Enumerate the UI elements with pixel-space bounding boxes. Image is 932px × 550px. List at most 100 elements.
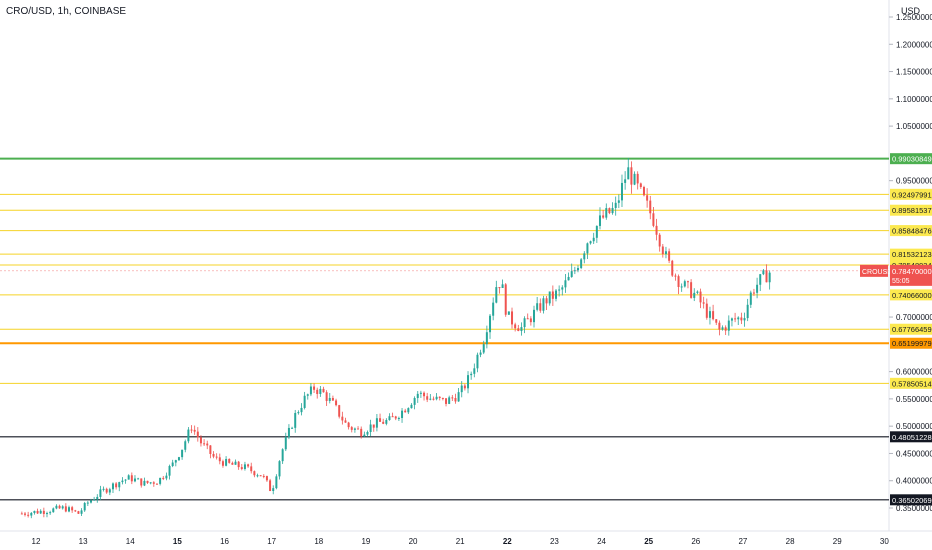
candle-body xyxy=(99,489,102,497)
level-price-tag xyxy=(890,225,932,237)
candle-body xyxy=(536,303,539,310)
candle-body xyxy=(542,298,545,311)
candle-body xyxy=(514,324,517,329)
candle-body xyxy=(756,284,759,293)
candle-body xyxy=(177,457,180,461)
candle-body xyxy=(605,208,608,218)
candle-body xyxy=(614,202,617,208)
candle-body xyxy=(699,291,702,303)
candle-body xyxy=(199,437,202,444)
candle-body xyxy=(284,437,287,450)
candle-body xyxy=(470,373,473,376)
level-price-label: 0.74066000 xyxy=(892,291,932,300)
candle-body xyxy=(511,311,514,325)
candle-body xyxy=(413,398,416,405)
candle-body xyxy=(602,215,605,218)
candle-body xyxy=(341,416,344,421)
candle-body xyxy=(696,291,699,293)
candle-body xyxy=(627,167,630,180)
candle-body xyxy=(548,291,551,304)
candle-body xyxy=(297,412,300,414)
candle-body xyxy=(426,396,429,400)
candle-body xyxy=(319,388,322,394)
candle-body xyxy=(504,284,507,315)
candle-body xyxy=(555,290,558,299)
candle-body xyxy=(576,268,579,271)
candle-body xyxy=(272,488,275,491)
candle-body xyxy=(545,298,548,304)
candle-body xyxy=(193,429,196,432)
x-tick-label: 27 xyxy=(738,537,747,546)
candle-body xyxy=(482,344,485,353)
candle-body xyxy=(250,466,253,472)
level-price-label: 0.65199979 xyxy=(892,339,932,348)
candle-body xyxy=(492,302,495,316)
candle-body xyxy=(67,507,70,512)
candle-body xyxy=(294,412,297,428)
level-price-label: 0.99030849 xyxy=(892,155,932,164)
x-tick-label: 30 xyxy=(880,537,889,546)
candle-body xyxy=(690,282,693,298)
candle-body xyxy=(438,396,441,398)
candle-body xyxy=(740,317,743,321)
candle-body xyxy=(715,319,718,323)
candle-body xyxy=(265,476,268,481)
candle-body xyxy=(149,482,152,484)
candle-body xyxy=(71,507,74,511)
candle-body xyxy=(171,462,174,467)
candle-body xyxy=(752,292,755,294)
countdown-label: 55:05 xyxy=(892,278,910,285)
candle-body xyxy=(712,311,715,320)
x-tick-label: 29 xyxy=(833,537,842,546)
candle-body xyxy=(275,476,278,489)
candle-body xyxy=(611,207,614,214)
symbol-title: CRO/USD, 1h, COINBASE xyxy=(6,6,127,17)
y-tick-label: 1.10000000 xyxy=(896,95,932,104)
candle-body xyxy=(633,173,636,185)
candle-body xyxy=(749,292,752,305)
candle-body xyxy=(727,320,730,331)
candle-body xyxy=(262,475,265,477)
candle-body xyxy=(558,289,561,291)
candle-body xyxy=(159,477,162,484)
x-tick-label: 21 xyxy=(456,537,465,546)
level-price-tag xyxy=(890,289,932,301)
candle-body xyxy=(102,488,105,490)
candle-body xyxy=(42,510,45,514)
candle-body xyxy=(394,416,397,419)
x-tick-label: 15 xyxy=(173,537,182,546)
candle-body xyxy=(435,396,438,400)
candle-body xyxy=(652,213,655,226)
candle-body xyxy=(291,427,294,429)
candle-body xyxy=(539,303,542,311)
candle-body xyxy=(20,513,23,515)
candle-body xyxy=(517,328,520,332)
candle-body xyxy=(372,424,375,428)
candle-body xyxy=(375,418,378,428)
candle-body xyxy=(520,327,523,332)
candle-body xyxy=(287,427,290,438)
candle-body xyxy=(454,398,457,402)
candle-body xyxy=(693,292,696,298)
candle-body xyxy=(30,512,33,516)
candle-body xyxy=(391,416,394,418)
candle-body xyxy=(350,427,353,430)
candle-body xyxy=(58,505,61,509)
y-tick-label: 1.15000000 xyxy=(896,68,932,77)
candle-body xyxy=(309,386,312,395)
candle-body xyxy=(218,457,221,462)
candle-body xyxy=(573,270,576,272)
level-price-tag xyxy=(890,377,932,389)
candle-body xyxy=(140,478,143,486)
candle-body xyxy=(124,479,127,481)
candle-body xyxy=(137,478,140,480)
candle-body xyxy=(473,368,476,374)
candle-body xyxy=(256,475,259,477)
candle-body xyxy=(708,311,711,318)
x-tick-label: 28 xyxy=(786,537,795,546)
level-price-label: 0.81532123 xyxy=(892,250,932,259)
